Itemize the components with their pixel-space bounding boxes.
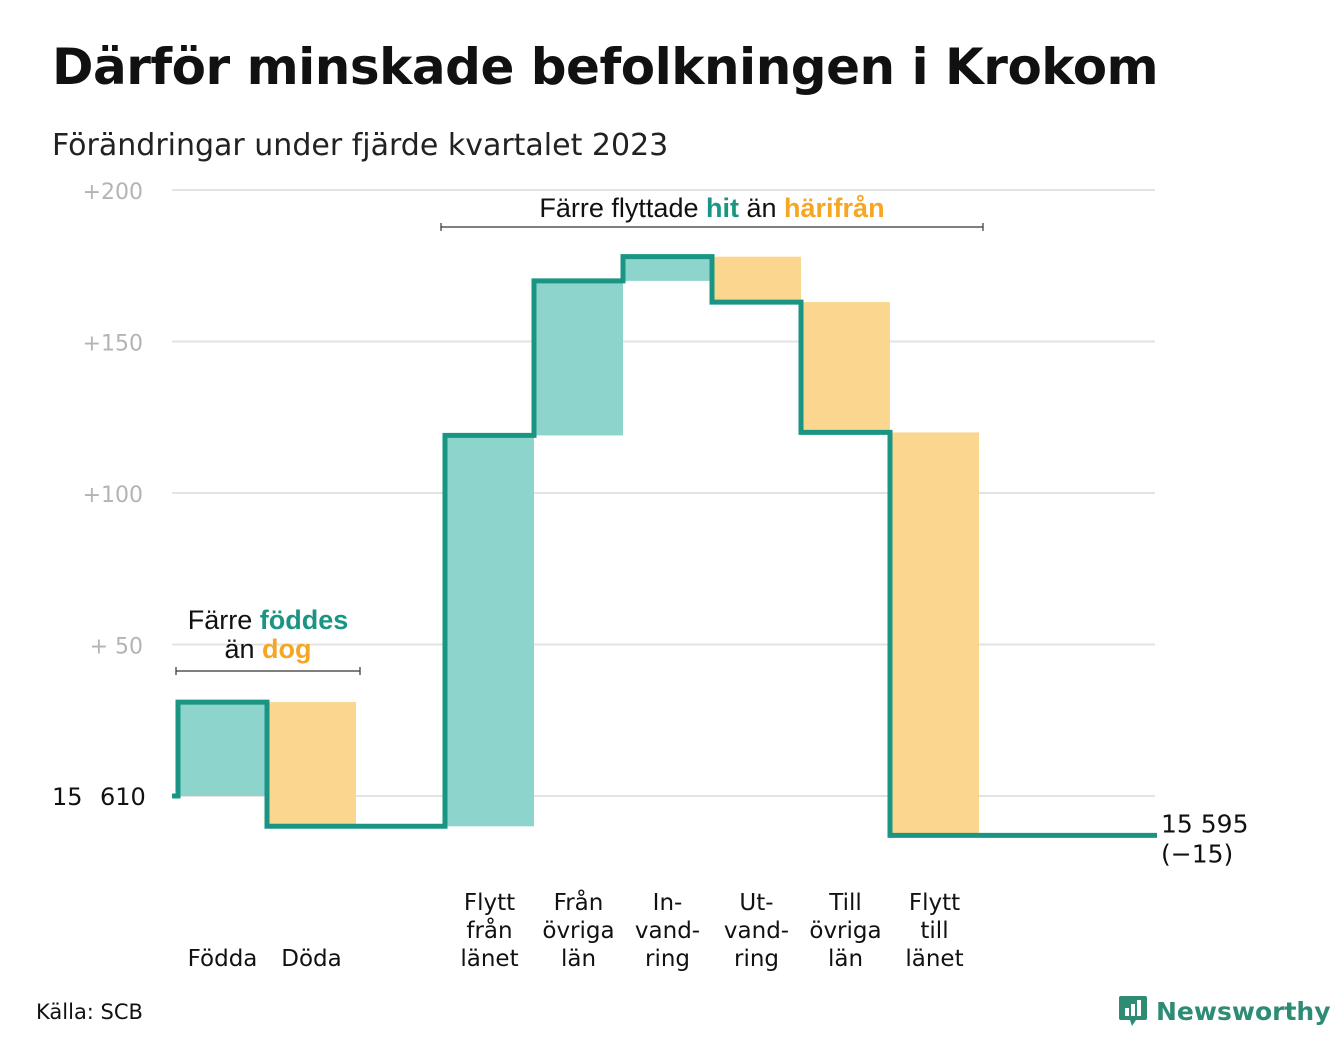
waterfall-bar xyxy=(712,256,801,303)
brand-logo: Newsworthy xyxy=(1118,994,1331,1028)
category-label: In-vand-ring xyxy=(635,890,700,972)
category-label: Från övriga län xyxy=(542,888,614,972)
category-label: Ut-vand-ring xyxy=(724,890,789,972)
start-value-label: 15 xyxy=(52,783,83,811)
waterfall-bar xyxy=(445,435,534,827)
chart-speech-bubble-icon xyxy=(1119,996,1147,1026)
y-tick-label: +150 xyxy=(83,332,143,357)
category-label: Födda xyxy=(188,946,258,972)
cumulative-line xyxy=(172,254,1157,838)
end-change-label: (−15) xyxy=(1161,839,1233,868)
waterfall-bar xyxy=(267,702,356,827)
waterfall-bar xyxy=(890,432,979,836)
chart-title: Därför minskade befolkningen i Krokom xyxy=(52,38,1159,96)
brand-name: Newsworthy xyxy=(1156,996,1331,1026)
category-label: Till övriga län xyxy=(809,890,881,972)
category-label: Döda xyxy=(281,946,341,972)
category-label: Flytt till länet xyxy=(905,890,963,972)
y-tick-label: +200 xyxy=(83,180,143,205)
y-tick-label: + 50 xyxy=(90,635,143,660)
annotation-births-deaths: än dog xyxy=(224,634,311,664)
waterfall-bar xyxy=(801,302,890,433)
y-tick-label: +100 xyxy=(83,483,143,508)
waterfall-bar xyxy=(623,256,712,281)
waterfall-bar xyxy=(534,280,623,436)
category-label: Flytt från länet xyxy=(460,890,518,972)
annotation-migration: Färre flyttade hit än härifrån xyxy=(539,193,884,223)
chart-subtitle: Förändringar under fjärde kvartalet 2023 xyxy=(52,128,669,163)
end-value-label: 15 595 xyxy=(1161,809,1248,838)
waterfall-bar xyxy=(178,702,267,796)
source-note: Källa: SCB xyxy=(36,1000,143,1024)
annotation-births-deaths: Färre föddes xyxy=(188,605,349,635)
start-value-label: 610 xyxy=(100,783,146,811)
